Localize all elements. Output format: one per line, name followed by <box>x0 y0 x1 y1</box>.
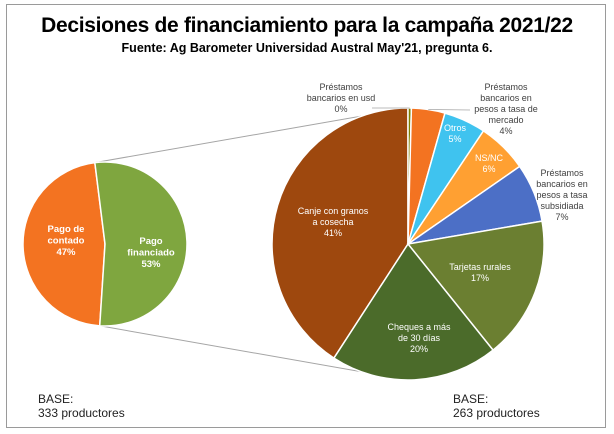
slice-cheques-a-mas-de-30-dias <box>332 242 495 381</box>
label-ns-nc: NS/NC 6% <box>475 153 504 174</box>
base-right: BASE: 263 productores <box>453 392 540 420</box>
base-left-text: 333 productores <box>38 406 125 420</box>
base-right-title: BASE: <box>453 392 489 406</box>
leader-mercado <box>428 109 471 111</box>
label-otros: Otros 5% <box>444 123 467 144</box>
chart-title: Decisiones de financiamiento para la cam… <box>41 14 573 37</box>
label-prestamos-bancarios-en-pesos-a-tasa-de-mercado: Préstamos bancarios en pesos a tasa de merc… <box>474 82 538 136</box>
chart-subtitle: Fuente: Ag Barometer Universidad Austral… <box>121 41 493 55</box>
label-prestamos-bancarios-en-usd: Préstamos bancarios en usd 0% <box>307 82 376 114</box>
label-prestamos-bancarios-en-pesos-a-tasa-subsidiada: Préstamos bancarios en pesos a tasa subsidi… <box>536 168 588 222</box>
label-canje-con-granos-a-cosecha: Canje con granos a cosecha 41% <box>298 206 369 238</box>
slice-labels: Pago de contado 47% Pago financiado 53% Canje … <box>48 82 588 354</box>
connector-lines <box>94 107 409 381</box>
slice-pago-de-contado <box>22 161 106 327</box>
payment-pie <box>22 161 188 327</box>
base-left-title: BASE: <box>38 392 74 406</box>
connector-top <box>94 107 409 164</box>
label-cheques-a-mas-de-30-dias: Cheques a más de 30 días 20% <box>387 322 451 354</box>
financing-pie <box>271 107 545 381</box>
connector-bottom <box>99 325 409 381</box>
base-right-text: 263 productores <box>453 406 540 420</box>
slice-tarjetas-rurales <box>406 220 545 352</box>
base-left: BASE: 333 productores <box>38 392 125 420</box>
label-pago-de-contado: Pago de contado 47% <box>48 224 85 258</box>
label-tarjetas-rurales: Tarjetas rurales 17% <box>449 262 511 283</box>
slice-pago-financiado <box>94 161 188 327</box>
label-pago-financiado: Pago financiado 53% <box>127 236 175 270</box>
